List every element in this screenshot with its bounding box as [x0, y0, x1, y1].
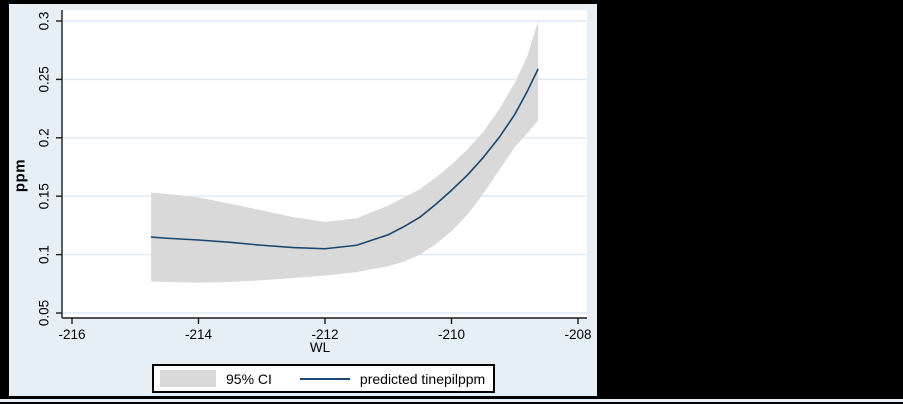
x-tick-label: -214	[185, 327, 213, 342]
ci-band-swatch	[160, 370, 216, 387]
legend-label-fit: predicted tinepilppm	[359, 370, 486, 387]
x-tick-label: -210	[438, 327, 465, 342]
y-tick-label: 0.2	[37, 128, 52, 147]
ci-band	[151, 21, 539, 283]
chart-area: 0.05 0.1 0.15 0.2 0.25 0.3 -216 -214 -212 -210 -20…	[9, 4, 597, 396]
fit-line	[151, 68, 539, 250]
legend-label-ci: 95% CI	[226, 370, 272, 387]
y-tick-label: 0.25	[37, 66, 52, 92]
x-tick-label: -212	[311, 327, 338, 342]
y-tick-label: 0.3	[37, 12, 52, 31]
fit-line-swatch	[299, 377, 350, 380]
y-tick-label: 0.05	[37, 300, 52, 326]
y-tick-label: 0.1	[37, 245, 52, 264]
y-axis-title: ppm	[11, 158, 29, 193]
plot-svg: 0.05 0.1 0.15 0.2 0.25 0.3 -216 -214 -212 -210 -20…	[37, 10, 592, 342]
legend: 95% CI predicted tinepilppm	[152, 364, 495, 393]
x-tick-label: -208	[564, 327, 591, 342]
y-tick-label: 0.15	[37, 183, 52, 209]
x-tick-label: -216	[58, 327, 85, 342]
x-axis-title: WL	[309, 340, 331, 355]
window-bottom-edge	[0, 399, 903, 402]
